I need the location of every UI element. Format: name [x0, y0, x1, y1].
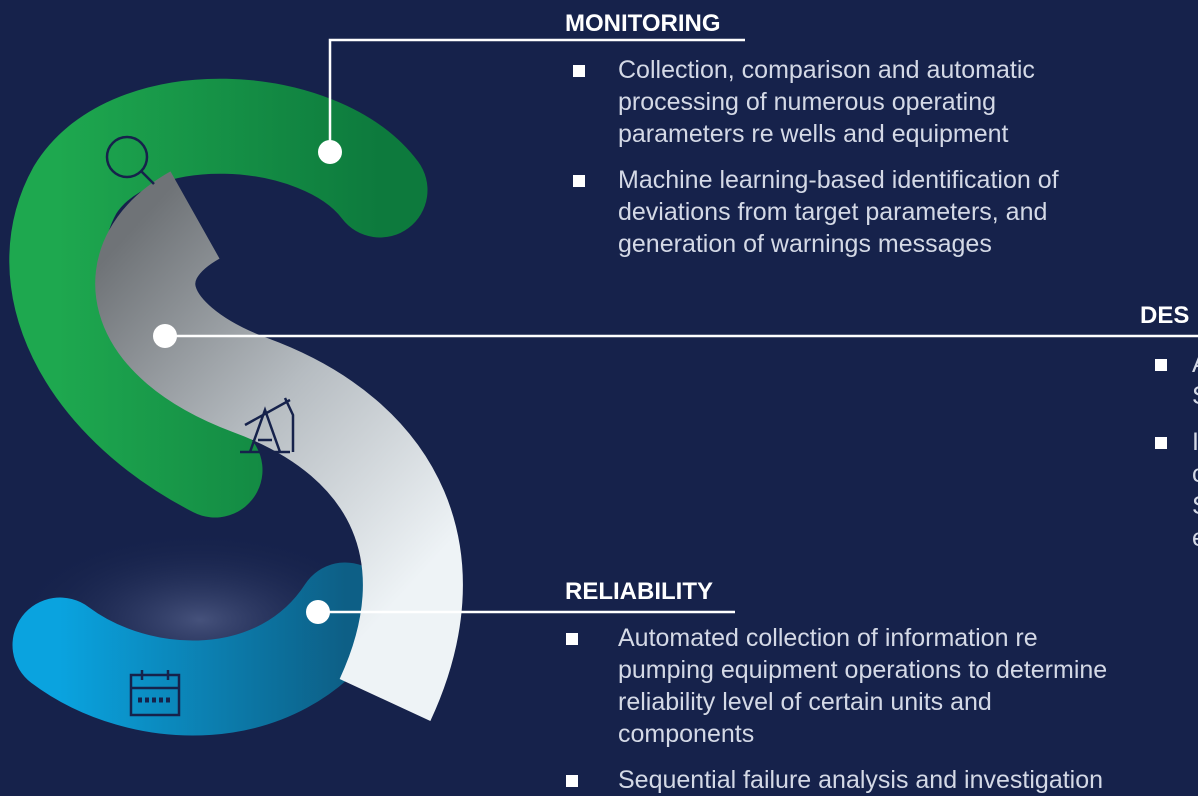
bullet-marker: [1155, 359, 1167, 371]
bullet-text: Collection, comparison and automatic: [618, 54, 1035, 86]
bullet-text: Sequential failure analysis and investig…: [618, 764, 1103, 796]
section-title: RELIABILITY: [565, 578, 713, 606]
bullet-text: S: [1192, 380, 1198, 412]
bullet-marker: [1155, 437, 1167, 449]
section-title: MONITORING: [565, 10, 721, 38]
bullet-text: S: [1192, 490, 1198, 522]
bullet-text: processing of numerous operating: [618, 86, 996, 118]
bullet-text: pumping equipment operations to determin…: [618, 654, 1107, 686]
bullet-marker: [566, 775, 578, 787]
bullet-text: A: [1192, 348, 1198, 380]
bullet-text: Machine learning-based identification of: [618, 164, 1059, 196]
infographic: MONITORING Collection, comparison and aut…: [0, 0, 1198, 796]
bullet-text: I: [1192, 426, 1198, 458]
bullet-text: generation of warnings messages: [618, 228, 992, 260]
bullet-text: components: [618, 718, 754, 750]
bullet-text: parameters re wells and equipment: [618, 118, 1008, 150]
bullet-marker: [573, 65, 585, 77]
bullet-text: reliability level of certain units and: [618, 686, 992, 718]
bullet-text: e: [1192, 522, 1198, 554]
bullet-text: Automated collection of information re: [618, 622, 1038, 654]
bullet-text: deviations from target parameters, and: [618, 196, 1047, 228]
section-title: DES: [1140, 302, 1189, 330]
bullet-text: c: [1192, 458, 1198, 490]
bullet-marker: [573, 175, 585, 187]
bullet-marker: [566, 633, 578, 645]
